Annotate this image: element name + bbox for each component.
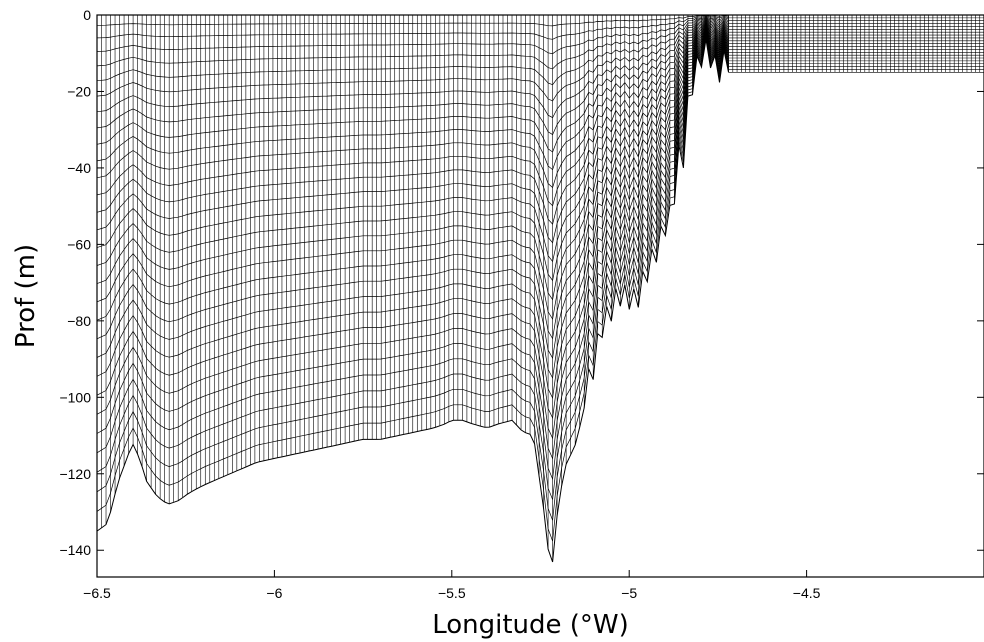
x-axis-label: Longitude (°W) <box>432 610 629 640</box>
sigma-level-line <box>96 25 729 282</box>
y-axis-label: Prof (m) <box>11 244 41 348</box>
sigma-level-line <box>96 35 729 481</box>
x-tick-label: −5.5 <box>438 585 466 601</box>
sigma-level-line <box>96 19 729 119</box>
sigma-level-line <box>96 17 729 86</box>
plot-frame <box>96 14 984 578</box>
sigma-level-line <box>96 31 729 380</box>
sigma-level-line <box>96 37 729 521</box>
seabed-line <box>96 39 729 563</box>
sigma-level-line <box>96 28 729 340</box>
sigma-level-line <box>96 38 729 542</box>
sigma-level-line <box>96 34 729 460</box>
sigma-level-line <box>96 27 729 320</box>
y-tick-label: −120 <box>59 466 91 482</box>
sigma-level-line <box>96 24 729 263</box>
sigma-level-line <box>96 16 729 55</box>
y-tick-label: −100 <box>59 389 91 405</box>
sigma-level-line <box>96 23 729 225</box>
y-tick-label: 0 <box>83 7 91 23</box>
y-tick-label: −40 <box>67 160 91 176</box>
y-tick-label: −80 <box>67 313 91 329</box>
sigma-level-line <box>97 15 729 27</box>
sigma-level-line <box>96 21 729 189</box>
sigma-level-line <box>96 33 729 440</box>
x-tick-label: −6 <box>266 585 282 601</box>
sigma-level-line <box>96 19 729 136</box>
sigma-level-line <box>96 20 729 153</box>
x-tick-label: −5 <box>621 585 637 601</box>
sigma-grid-mesh <box>96 14 984 563</box>
y-tick-label: −140 <box>59 542 91 558</box>
y-tick-label: −20 <box>67 83 91 99</box>
sigma-level-line <box>96 36 729 500</box>
sigma-level-line <box>96 21 729 171</box>
y-tick-label: −60 <box>67 236 91 252</box>
sigma-level-line <box>96 22 729 207</box>
x-tick-label: −4.5 <box>793 585 821 601</box>
sigma-level-line <box>96 30 729 360</box>
y-axis: 0 −20 −40 −60 −80 −100 −120 −140 <box>59 7 984 558</box>
x-tick-label: −6.5 <box>83 585 111 601</box>
sigma-level-line <box>96 15 729 40</box>
sigma-level-line <box>96 16 729 70</box>
sigma-level-line <box>96 32 729 420</box>
x-axis: −6.5 −6 −5.5 −5 −4.5 <box>83 570 821 601</box>
sigma-level-line <box>96 18 729 102</box>
sigma-level-line <box>96 31 729 400</box>
sigma-level-line <box>96 24 729 244</box>
sigma-level-line <box>96 26 729 301</box>
